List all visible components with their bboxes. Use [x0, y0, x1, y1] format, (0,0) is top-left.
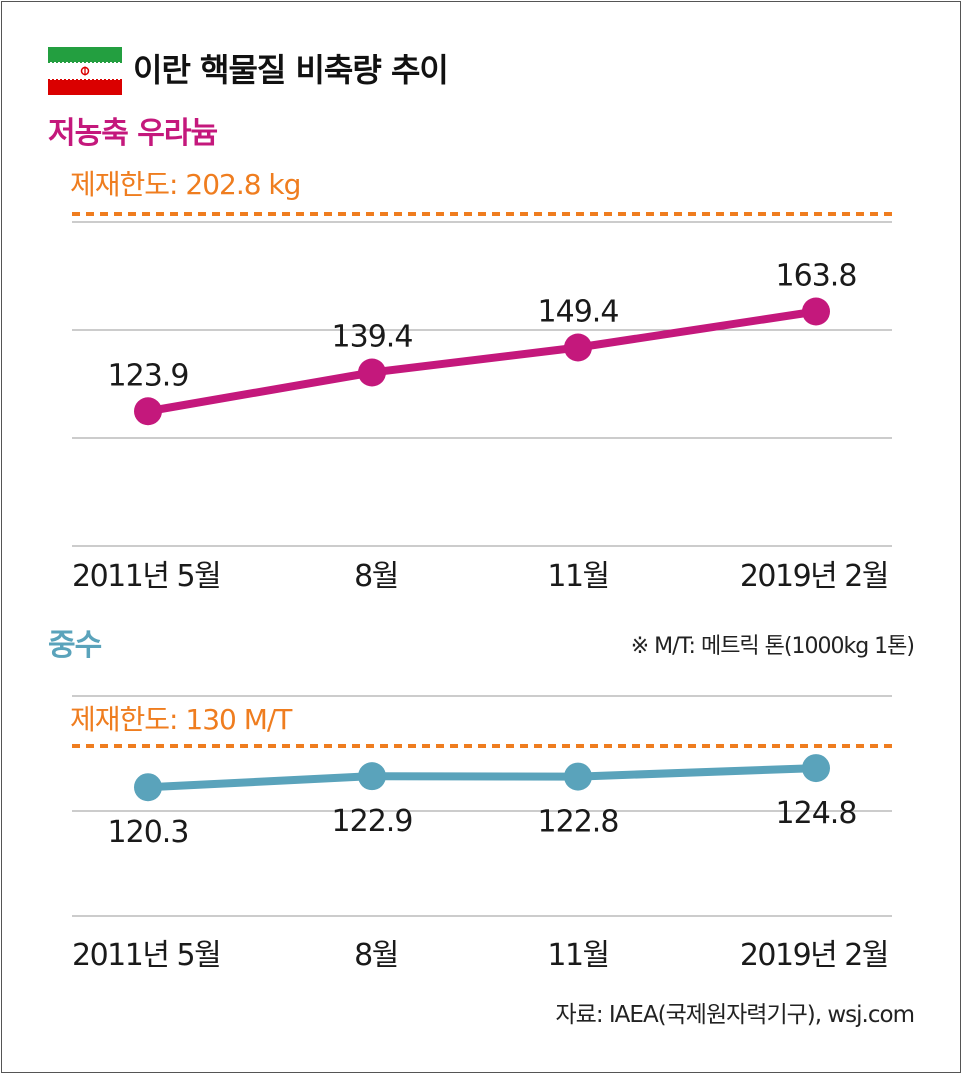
uranium-data-label: 123.9: [108, 358, 189, 393]
uranium-data-point: [564, 333, 592, 362]
source-note: 자료: IAEA(국제원자력기구), wsj.com: [555, 1002, 915, 1028]
uranium-data-label: 163.8: [776, 259, 857, 294]
heavy-water-category-label: 8월: [354, 938, 398, 973]
heavy-water-data-point: [564, 762, 592, 791]
uranium-category-label: 8월: [354, 559, 398, 594]
heavy-water-data-point: [802, 754, 830, 783]
heavy-water-series-line: [144, 764, 820, 792]
unit-note: ※ M/T: 메트릭 톤(1000kg 1톤): [630, 634, 915, 659]
uranium-data-point: [802, 297, 830, 326]
uranium-category-label: 2019년 2월: [740, 559, 888, 594]
heavy-water-section-title: 중수: [48, 628, 102, 663]
heavy-water-data-label: 122.9: [332, 804, 413, 839]
heavy-water-category-label: 2011년 5월: [72, 938, 220, 973]
page-title: 이란 핵물질 비축량 추이: [133, 51, 449, 89]
uranium-series-line: [144, 307, 820, 416]
heavy-water-data-point: [358, 762, 386, 791]
uranium-limit-label: 제재한도: 202.8 kg: [70, 168, 301, 201]
heavy-water-limit-label: 제재한도: 130 M/T: [70, 703, 292, 736]
heavy-water-category-label: 11월: [547, 938, 608, 973]
uranium-data-point: [134, 397, 162, 426]
uranium-data-point: [358, 358, 386, 387]
heavy-water-data-point: [134, 773, 162, 802]
heavy-water-data-label: 120.3: [108, 815, 189, 850]
heavy-water-data-label: 124.8: [776, 796, 857, 831]
uranium-category-label: 2011년 5월: [72, 559, 220, 594]
uranium-data-label: 139.4: [332, 320, 413, 355]
heavy-water-category-label: 2019년 2월: [740, 938, 888, 973]
iran-flag-icon: [48, 47, 122, 95]
uranium-data-label: 149.4: [538, 295, 619, 330]
heavy-water-data-label: 122.8: [538, 805, 619, 840]
uranium-category-label: 11월: [547, 559, 608, 594]
uranium-section-title: 저농축 우라늄: [48, 116, 218, 151]
